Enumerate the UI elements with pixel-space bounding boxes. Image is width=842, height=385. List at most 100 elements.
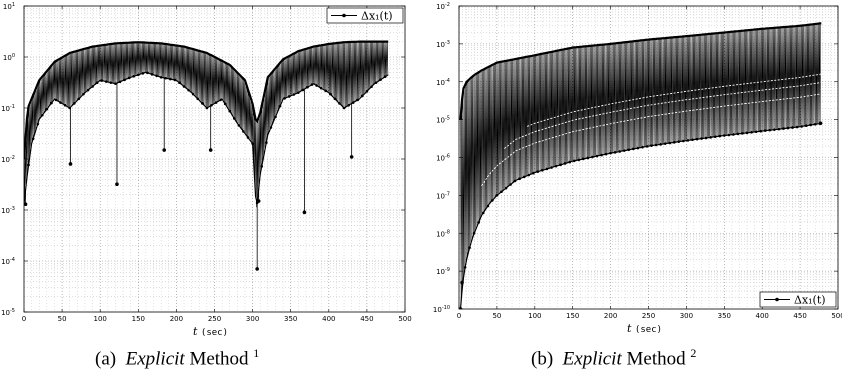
chart-b-marker bbox=[609, 151, 612, 155]
chart-b-marker bbox=[513, 179, 517, 183]
chart-a-series-line bbox=[24, 41, 389, 208]
chart-a-marker bbox=[114, 82, 117, 85]
chart-b-y-tick-label: 10-7 bbox=[436, 191, 450, 200]
chart-b-marker bbox=[622, 149, 626, 152]
chart-b-marker bbox=[645, 145, 649, 148]
chart-a-marker bbox=[223, 102, 227, 106]
chart-b-marker bbox=[809, 123, 813, 127]
chart-a-marker bbox=[27, 163, 30, 167]
chart-b-marker bbox=[786, 126, 790, 130]
chart-a-y-tick-label: 10-4 bbox=[1, 257, 15, 266]
chart-b-marker bbox=[500, 190, 503, 194]
chart-a-marker bbox=[237, 124, 241, 127]
chart-b-marker bbox=[550, 166, 553, 169]
chart-a-marker bbox=[54, 98, 58, 102]
chart-explicit-method-2: 0 50 100 150 200 250 300 350 400 450 500 10-2 10-3 10… bbox=[433, 2, 842, 335]
chart-b-dip-marker bbox=[459, 307, 463, 309]
chart-a-x-axis-label: t (sec) bbox=[193, 325, 228, 338]
chart-a-marker bbox=[118, 80, 122, 84]
chart-b-marker bbox=[713, 135, 717, 139]
chart-a-marker bbox=[169, 77, 172, 81]
chart-a-marker bbox=[283, 97, 286, 100]
chart-b-marker bbox=[595, 154, 599, 158]
chart-a-marker bbox=[269, 126, 273, 129]
chart-a-marker bbox=[146, 71, 149, 75]
chart-b-marker bbox=[600, 153, 603, 157]
chart-a-y-tick-label: 10-3 bbox=[1, 206, 15, 215]
chart-b-marker bbox=[663, 142, 667, 145]
chart-b-x-axis-label: t (sec) bbox=[627, 322, 662, 335]
chart-b-marker bbox=[554, 164, 558, 168]
chart-a-marker bbox=[77, 97, 81, 101]
chart-a-marker bbox=[82, 92, 85, 96]
chart-b-marker bbox=[691, 138, 694, 142]
chart-a-marker bbox=[104, 80, 108, 83]
chart-b-marker bbox=[813, 122, 817, 126]
chart-a-marker bbox=[315, 84, 318, 87]
chart-b-legend-box bbox=[759, 291, 837, 308]
chart-a-marker bbox=[63, 104, 67, 107]
chart-b-y-tick-label: 10-2 bbox=[436, 2, 450, 11]
chart-a-marker bbox=[155, 74, 158, 78]
chart-b-marker bbox=[591, 155, 594, 159]
chart-b-x-tick-label: 350 bbox=[718, 312, 731, 320]
chart-a-marker bbox=[72, 102, 76, 105]
chart-a-x-tick-label: 250 bbox=[208, 315, 221, 323]
chart-a-legend-marker bbox=[342, 13, 346, 18]
chart-b-marker bbox=[527, 173, 531, 177]
chart-a-x-tick-label: 450 bbox=[360, 315, 373, 323]
chart-a-marker bbox=[86, 88, 90, 92]
chart-b-marker bbox=[773, 128, 776, 131]
chart-b-marker bbox=[750, 130, 753, 134]
chart-b-marker bbox=[495, 194, 499, 197]
chart-a-legend-label: Δx₁(t) bbox=[361, 10, 393, 23]
chart-b-marker bbox=[768, 128, 772, 132]
chart-a-marker bbox=[150, 73, 154, 76]
chart-a-marker bbox=[40, 113, 44, 117]
chart-b-marker bbox=[627, 148, 631, 152]
chart-b-marker bbox=[654, 143, 658, 147]
chart-b-marker bbox=[613, 151, 617, 154]
chart-a-marker bbox=[109, 81, 113, 84]
chart-b-marker bbox=[477, 221, 481, 224]
chart-a-y-tick-label: 10-2 bbox=[1, 155, 15, 164]
chart-a-dip-marker bbox=[302, 210, 307, 215]
chart-a-marker bbox=[347, 104, 350, 107]
chart-b-marker bbox=[791, 126, 794, 129]
chart-a-x-tick-label: 50 bbox=[58, 315, 67, 323]
chart-a-marker bbox=[333, 97, 337, 101]
chart-b-y-tick-label: 10-8 bbox=[436, 229, 450, 238]
chart-b-legend: Δx₁(t) bbox=[759, 291, 837, 308]
chart-b-marker bbox=[723, 134, 726, 137]
chart-b-x-tick-label: 50 bbox=[492, 312, 501, 320]
chart-a-dip-marker bbox=[115, 182, 119, 187]
chart-b-y-tick-label: 10-9 bbox=[436, 267, 450, 276]
chart-b-marker bbox=[736, 132, 740, 136]
chart-a-marker bbox=[351, 101, 355, 104]
chart-b-marker bbox=[695, 137, 699, 141]
chart-a-marker bbox=[338, 102, 341, 105]
chart-a-x-tick-label: 200 bbox=[170, 315, 183, 323]
chart-b-marker bbox=[732, 133, 735, 136]
chart-a-y-tick-label: 10-5 bbox=[1, 308, 15, 317]
chart-a-legend-box bbox=[326, 7, 404, 24]
chart-b-x-tick-label: 250 bbox=[642, 312, 655, 320]
chart-b-marker bbox=[572, 159, 576, 163]
chart-a-marker bbox=[361, 94, 364, 98]
chart-a-marker bbox=[123, 78, 126, 82]
caption-a-sup: 1 bbox=[253, 346, 260, 360]
chart-b-x-tick-label: 500 bbox=[831, 312, 842, 320]
chart-a-marker bbox=[265, 141, 268, 144]
chart-a-marker bbox=[31, 137, 35, 141]
chart-a-marker bbox=[137, 73, 140, 77]
chart-b-marker bbox=[709, 136, 712, 139]
chart-b-marker bbox=[472, 231, 476, 235]
chart-a-marker bbox=[187, 88, 190, 92]
chart-a-marker bbox=[379, 78, 382, 81]
chart-a-marker bbox=[205, 106, 209, 110]
chart-a-marker bbox=[306, 85, 309, 89]
caption-a: (a) Explicit Method 1 bbox=[95, 346, 259, 370]
chart-b-marker bbox=[677, 140, 681, 143]
chart-b-legend-marker bbox=[775, 297, 779, 302]
